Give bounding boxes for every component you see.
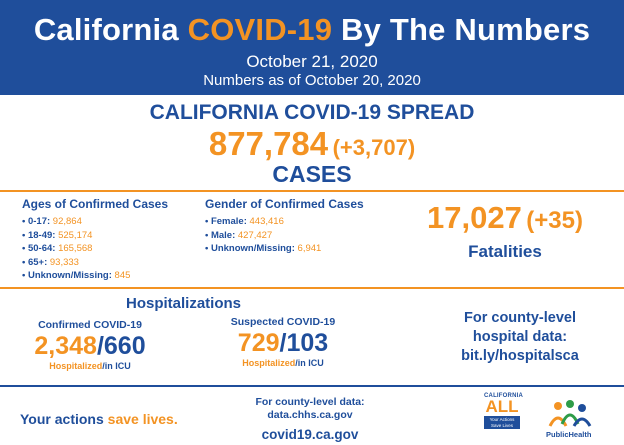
suspected-icu: 103	[286, 329, 329, 357]
section-divider	[0, 190, 624, 192]
confirmed-subcaption: Hospitalized/in ICU	[49, 361, 131, 371]
header-banner: California COVID-19 By The Numbers Octob…	[0, 0, 624, 95]
cases-label: CASES	[272, 161, 352, 187]
confirmed-icu: 660	[103, 332, 146, 360]
list-item: • 0-17: 92,864	[22, 216, 82, 227]
list-item: • Unknown/Missing: 6,941	[205, 243, 322, 254]
confirmed-hospitalizations: Confirmed COVID-19 2,348/660 Hospitalize…	[20, 319, 160, 371]
confirmed-caption: Confirmed COVID-19	[38, 319, 142, 331]
gender-title: Gender of Confirmed Cases	[205, 197, 364, 211]
title-highlight: COVID-19	[187, 12, 333, 47]
suspected-hospitalized: 729	[237, 329, 280, 357]
gender-list: • Female: 443,416 • Male: 427,427 • Unkn…	[205, 215, 364, 256]
ages-section: Ages of Confirmed Cases • 0-17: 92,864 •…	[22, 197, 168, 283]
confirmed-hospitalized: 2,348	[34, 332, 97, 360]
suspected-subcaption: Hospitalized/in ICU	[242, 358, 324, 368]
ages-title: Ages of Confirmed Cases	[22, 197, 169, 211]
fatalities-count: 17,027	[427, 200, 522, 235]
suspected-hospitalizations: Suspected COVID-19 729/103 Hospitalized/…	[218, 316, 348, 368]
cases-count-line: 877,784 (+3,707)	[0, 125, 624, 163]
list-item: • 50-64: 165,568	[22, 243, 93, 254]
cdph-figure-icon	[548, 400, 592, 427]
covid-site-link[interactable]: covid19.ca.gov	[261, 427, 359, 442]
report-date: October 21, 2020	[246, 52, 378, 71]
hospital-data-link[interactable]: bit.ly/hospitalsca	[461, 348, 579, 364]
spread-title: CALIFORNIA COVID-19 SPREAD	[149, 101, 475, 124]
county-data-info: For county-level data: data.chhs.ca.gov	[230, 396, 390, 422]
suspected-numbers: 729/103	[237, 329, 329, 357]
fatalities-label: Fatalities	[468, 242, 542, 261]
ages-list: • 0-17: 92,864 • 18-49: 525,174 • 50-64:…	[22, 215, 168, 283]
list-item: • 18-49: 525,174	[22, 229, 93, 241]
list-item: • Male: 427,427	[205, 229, 273, 241]
cdph-logo: PublicHealth	[540, 398, 610, 442]
cases-total: 877,784	[208, 125, 329, 162]
county-hospital-data: For county-level hospital data: bit.ly/h…	[420, 309, 620, 366]
gender-section: Gender of Confirmed Cases • Female: 443,…	[205, 197, 364, 256]
list-item: • 65+: 93,333	[22, 256, 79, 268]
county-data-link[interactable]: data.chhs.ca.gov	[267, 409, 353, 421]
hospitalizations-title: Hospitalizations	[126, 295, 242, 312]
fatalities-count-line: 17,027 (+35)	[400, 200, 610, 236]
section-divider	[0, 287, 624, 289]
suspected-caption: Suspected COVID-19	[230, 316, 336, 328]
cases-delta: (+3,707)	[332, 135, 416, 160]
california-all-logo: CALIFORNIA ALL Your Actions Save Lives	[484, 393, 523, 429]
fatalities-delta: (+35)	[526, 207, 583, 234]
actions-tagline: Your actions save lives.	[20, 411, 178, 427]
numbers-as-of: Numbers as of October 20, 2020	[203, 72, 421, 89]
fatalities-section: 17,027 (+35) Fatalities	[400, 200, 610, 262]
list-item: • Female: 443,416	[205, 216, 284, 227]
title-prefix: California	[33, 12, 188, 47]
list-item: • Unknown/Missing: 845	[22, 270, 131, 281]
footer-divider	[0, 385, 624, 387]
title-suffix: By The Numbers	[332, 12, 591, 47]
confirmed-numbers: 2,348/660	[34, 332, 146, 360]
page-title: California COVID-19 By The Numbers	[0, 12, 624, 48]
